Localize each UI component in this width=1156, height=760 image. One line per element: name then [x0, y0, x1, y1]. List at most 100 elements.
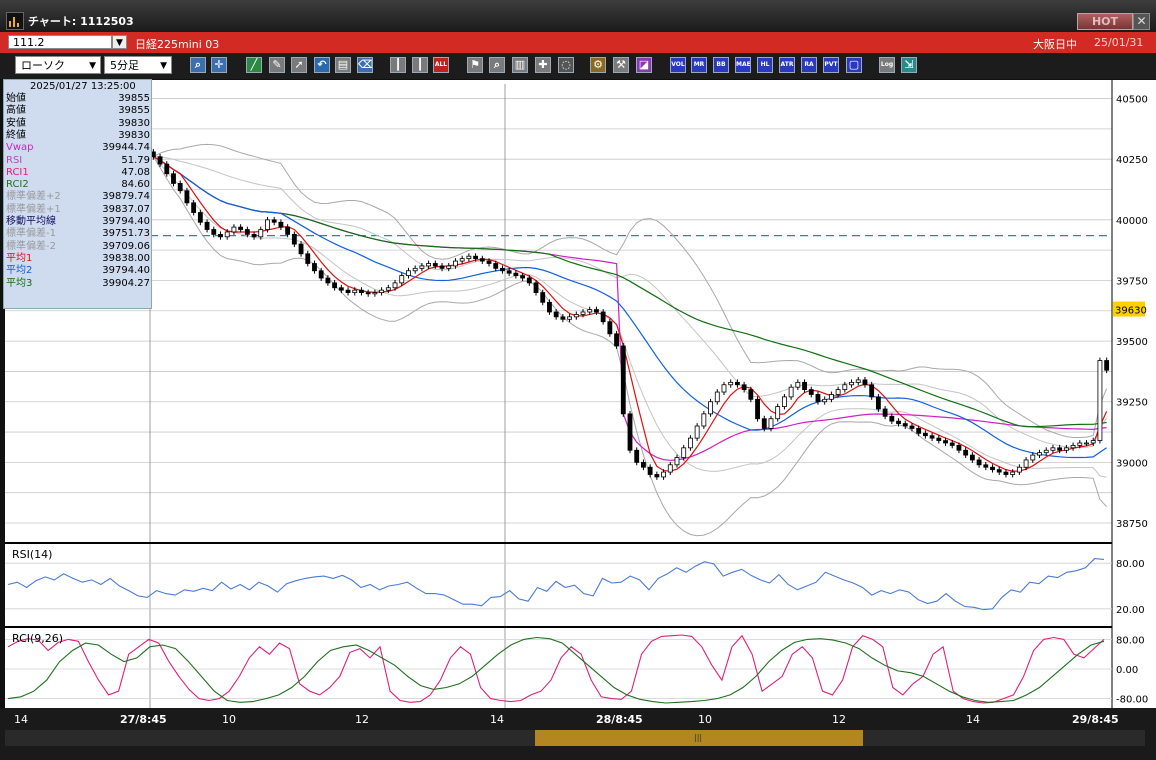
candle-body — [560, 316, 566, 320]
candle-body — [1097, 360, 1103, 441]
band-upper2-line — [153, 143, 1108, 438]
wrench-icon[interactable]: ⚒ — [613, 57, 629, 73]
trash-icon[interactable]: ⌫ — [357, 57, 373, 73]
candle-body — [781, 396, 787, 407]
candle-body — [298, 243, 304, 255]
bb-indicator[interactable]: BB — [713, 57, 729, 73]
y-tick-label: 40250 — [1116, 155, 1148, 166]
candle-body — [379, 289, 385, 293]
info-row-label: 終値 — [6, 129, 26, 141]
candle-body — [486, 260, 492, 264]
candle-body — [338, 287, 344, 291]
candle-body — [667, 464, 673, 473]
x-tick-label: 29/8:45 — [1072, 713, 1119, 726]
scrollbar-thumb[interactable] — [535, 730, 863, 746]
close-button[interactable]: ✕ — [1133, 13, 1150, 30]
rci-tick-label: 80.00 — [1116, 635, 1145, 646]
hot-button[interactable]: HOT — [1077, 13, 1133, 30]
hl-indicator[interactable]: HL — [757, 57, 773, 73]
candle-body — [849, 381, 854, 386]
candle-body — [788, 386, 794, 398]
candle-body — [641, 461, 646, 468]
band-upper1-line — [153, 156, 1108, 448]
info-row-value: 39904.27 — [102, 277, 150, 289]
ma3-line — [153, 156, 1107, 428]
candle-body — [520, 275, 526, 279]
candle-body — [869, 384, 875, 398]
candle-body — [164, 163, 170, 175]
frame-icon[interactable]: ▢ — [846, 57, 862, 73]
crosshair-icon[interactable]: ✛ — [211, 57, 227, 73]
candle-body — [533, 282, 539, 293]
candle-body — [352, 289, 358, 293]
pointer-icon[interactable]: ➚ — [291, 57, 307, 73]
macd-indicator[interactable]: MR — [691, 57, 707, 73]
info-row-label: 高値 — [6, 105, 26, 117]
candle-body — [647, 466, 653, 475]
disabled-icon[interactable]: ◌ — [558, 57, 574, 73]
interval-select[interactable]: 5分足 ▼ — [104, 56, 172, 74]
undo-icon[interactable]: ↶ — [314, 57, 330, 73]
symbol-dropdown-button[interactable]: ▼ — [112, 35, 127, 49]
vol-indicator[interactable]: VOL — [670, 57, 686, 73]
pencil-icon[interactable]: ✎ — [269, 57, 285, 73]
symbol-code-input[interactable]: 111.2 — [8, 35, 112, 49]
marker-icon[interactable]: ✚ — [535, 57, 551, 73]
candle-body — [466, 255, 472, 260]
candle-body — [459, 258, 465, 262]
candle-body — [714, 391, 720, 403]
candle-body — [385, 287, 391, 291]
chart-type-select[interactable]: ローソク ▼ — [15, 56, 101, 74]
candle-body — [875, 396, 881, 410]
current-price-label: 39630 — [1115, 306, 1147, 317]
candle-body — [594, 309, 599, 313]
candle-body — [453, 260, 458, 267]
candle-body — [1084, 442, 1089, 445]
candle-body — [285, 226, 291, 235]
candle-body — [802, 381, 807, 391]
candle-body — [372, 292, 378, 295]
pvt-indicator[interactable]: PVT — [823, 57, 839, 73]
mae-indicator[interactable]: MAE — [735, 57, 751, 73]
candle-body — [654, 474, 660, 478]
candle-body — [325, 277, 331, 284]
y-tick-label: 40000 — [1116, 216, 1148, 227]
log-button[interactable]: Log — [879, 57, 895, 73]
info-row-value: 39879.74 — [102, 191, 150, 203]
candle-body — [1090, 440, 1096, 444]
ra-indicator[interactable]: RA — [801, 57, 817, 73]
candle-body — [567, 316, 572, 320]
info-row-value: 84.60 — [121, 179, 150, 191]
settings-icon[interactable]: ⚙ — [590, 57, 606, 73]
candle-body — [258, 229, 264, 238]
document-icon[interactable]: ▤ — [335, 57, 351, 73]
candle-body — [909, 425, 915, 429]
candle-body — [345, 289, 351, 293]
candle-icon[interactable]: ┃ — [390, 57, 406, 73]
candle-body — [795, 381, 801, 388]
candle-body — [627, 413, 633, 451]
chevron-down-icon: ▼ — [160, 61, 167, 71]
candle-body — [513, 272, 519, 277]
export-icon[interactable]: ⇲ — [901, 57, 917, 73]
candle-body — [318, 270, 324, 279]
alert-icon[interactable]: ⚑ — [467, 57, 483, 73]
zoom-icon[interactable]: ⌕ — [190, 57, 206, 73]
candle-body — [1043, 449, 1049, 454]
info-row-value: 39838.00 — [102, 252, 150, 264]
ma2-line — [153, 156, 1107, 459]
window-title: チャート: 1112503 — [28, 15, 134, 28]
all-button[interactable]: ALL — [433, 57, 449, 73]
info-row-value: 39794.40 — [102, 216, 150, 227]
market-label: 大阪日中 — [1033, 38, 1077, 51]
candle-body — [278, 221, 284, 228]
candle-body — [197, 212, 203, 223]
color-icon[interactable]: ◪ — [636, 57, 652, 73]
search-icon[interactable]: ⌕ — [489, 57, 505, 73]
candle-body — [244, 229, 250, 235]
info-row-label: 平均2 — [6, 265, 33, 277]
atr-indicator[interactable]: ATR — [779, 57, 795, 73]
draw-line-icon[interactable]: ╱ — [246, 57, 262, 73]
chart-icon[interactable]: ▥ — [512, 57, 528, 73]
candle-select-icon[interactable]: ┃ — [412, 57, 428, 73]
